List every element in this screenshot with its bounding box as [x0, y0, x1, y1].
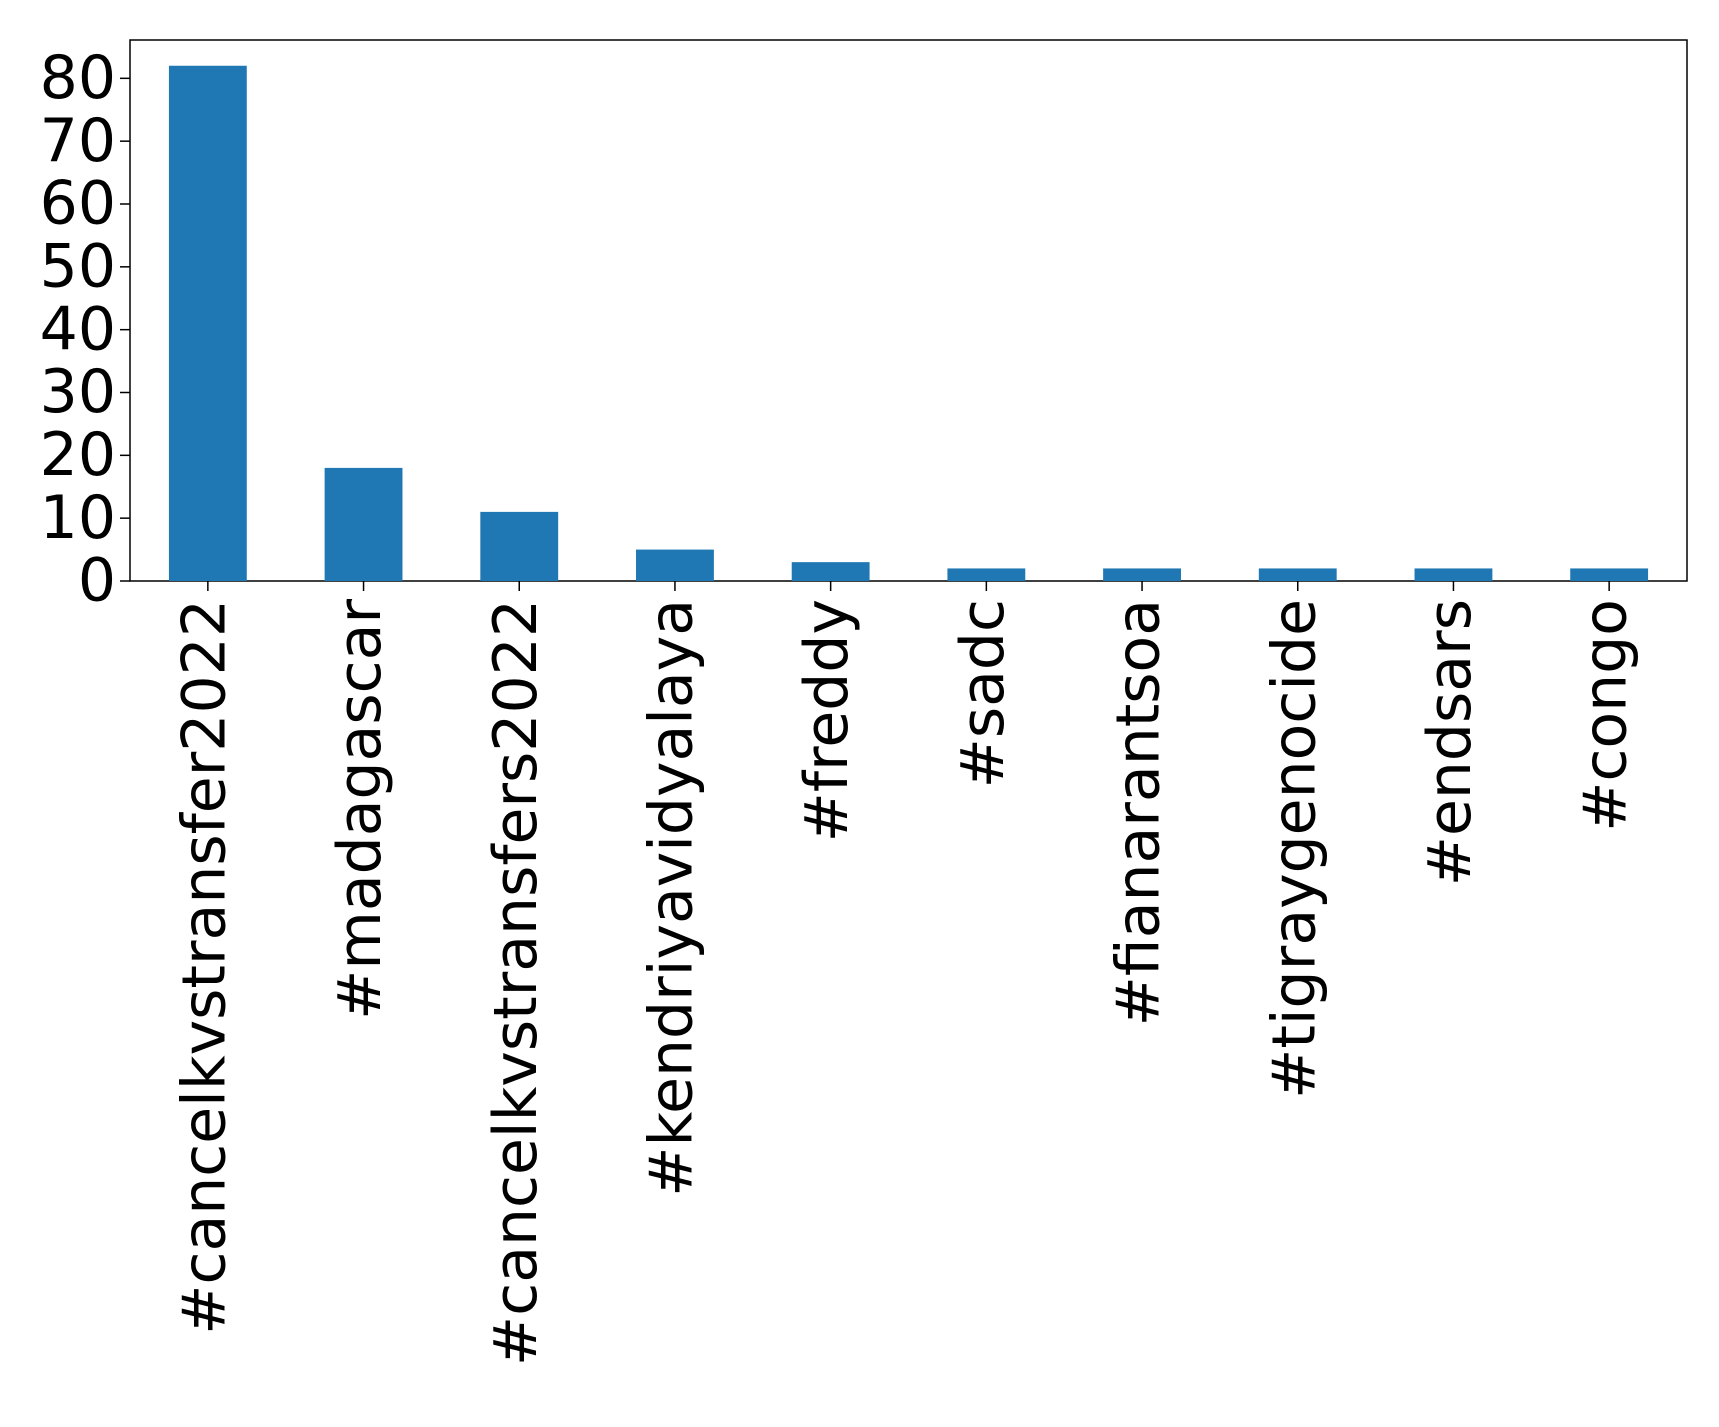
x-tick-label: #kendriyavidyalaya — [637, 599, 707, 1197]
x-tick-label: #madagascar — [325, 599, 395, 1020]
x-tick-label: #cancelkvstransfer2022 — [169, 599, 239, 1335]
bar — [791, 562, 870, 581]
y-tick-label: 40 — [40, 294, 116, 364]
bar — [324, 467, 403, 581]
x-tick-label: #fianarantsoa — [1104, 599, 1174, 1026]
bar — [1570, 568, 1649, 581]
y-tick-label: 0 — [78, 546, 116, 616]
x-tick-label: #freddy — [792, 599, 862, 842]
bar — [480, 511, 559, 581]
y-tick-label: 30 — [40, 357, 116, 427]
y-tick-label: 20 — [40, 420, 116, 490]
y-tick-label: 70 — [40, 106, 116, 176]
y-tick-label: 10 — [40, 483, 116, 553]
bar — [1258, 568, 1337, 581]
plot-frame — [129, 39, 1688, 582]
x-tick-label: #tigraygenocide — [1259, 599, 1329, 1099]
bar — [1103, 568, 1181, 581]
y-tick-label: 60 — [40, 169, 116, 239]
bar — [168, 65, 247, 581]
y-tick-label: 50 — [40, 231, 116, 301]
bar — [636, 549, 714, 581]
x-tick-label: #congo — [1571, 599, 1641, 832]
bar — [947, 568, 1026, 581]
x-tick-label: #sadc — [948, 599, 1018, 788]
bar — [1414, 568, 1493, 581]
y-tick-label: 80 — [40, 43, 116, 113]
x-tick-label: #endsars — [1415, 599, 1485, 886]
x-tick-label: #cancelkvstransfers2022 — [481, 599, 551, 1366]
